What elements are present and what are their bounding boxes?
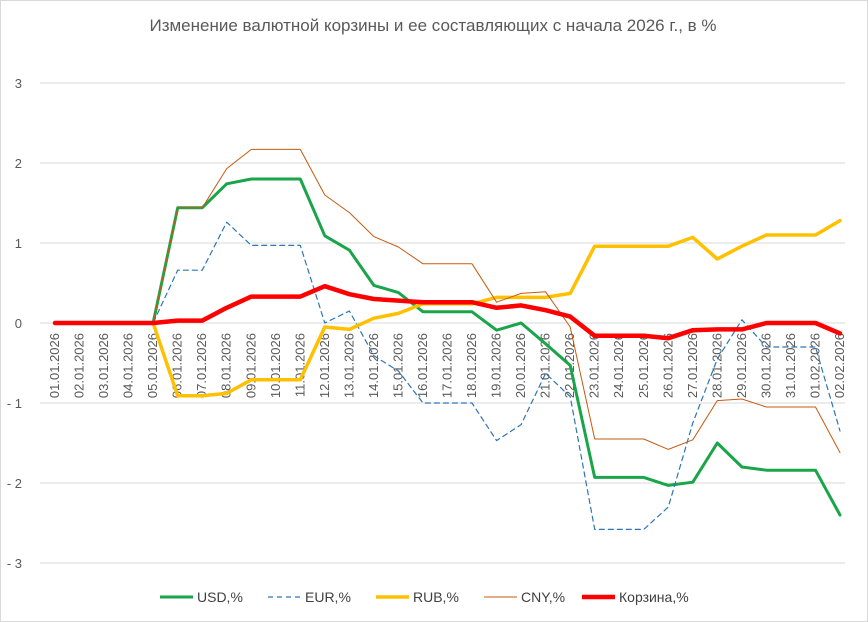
y-tick-label: - 1 xyxy=(7,396,22,411)
x-tick-label: 09.01.2026 xyxy=(243,333,258,398)
x-tick-label: 05.01.2026 xyxy=(145,333,160,398)
series-line xyxy=(54,148,841,454)
x-tick-label: 28.01.2026 xyxy=(709,333,724,398)
x-tick-label: 04.01.2026 xyxy=(121,333,136,398)
x-tick-label: 13.01.2026 xyxy=(341,333,356,398)
y-tick-label: 2 xyxy=(15,156,22,171)
x-tick-label: 11.01.2026 xyxy=(292,333,307,397)
x-tick-label: 06.01.2026 xyxy=(170,333,185,398)
x-tick-label: 21.01.2026 xyxy=(538,333,553,398)
x-tick-label: 30.01.2026 xyxy=(758,333,773,398)
x-tick-label: 03.01.2026 xyxy=(96,333,111,398)
x-tick-label: 15.01.2026 xyxy=(390,333,405,398)
legend-label: CNY,% xyxy=(521,589,565,605)
legend-label: Корзина,% xyxy=(619,589,689,605)
y-tick-label: 3 xyxy=(15,76,22,91)
legend-label: RUB,% xyxy=(413,589,459,605)
y-tick-label: - 2 xyxy=(7,476,22,491)
x-axis-ticks: 01.01.2026 02.01.2026 03.01.2026 04.01.2026… xyxy=(47,333,847,398)
chart-title: Изменение валютной корзины и ее составля… xyxy=(149,16,717,35)
x-tick-label: 01.02.2026 xyxy=(807,333,822,398)
x-tick-label: 02.02.2026 xyxy=(832,333,847,398)
y-axis-ticks: 3 2 1 0 - 1 - 2 - 3 xyxy=(7,76,22,571)
x-tick-label: 19.01.2026 xyxy=(489,333,504,398)
series-line xyxy=(52,283,843,341)
x-tick-label: 16.01.2026 xyxy=(415,333,430,398)
gridlines xyxy=(40,82,845,564)
series-lines xyxy=(52,148,843,531)
legend: USD,% EUR,% RUB,% CNY,% Корзина,% xyxy=(160,589,689,605)
x-tick-label: 27.01.2026 xyxy=(685,333,700,398)
x-tick-label: 14.01.2026 xyxy=(366,333,381,398)
y-tick-label: 0 xyxy=(15,316,22,331)
legend-label: USD,% xyxy=(197,589,243,605)
y-tick-label: 1 xyxy=(15,236,22,251)
x-tick-label: 12.01.2026 xyxy=(317,333,332,398)
x-tick-label: 29.01.2026 xyxy=(734,333,749,398)
y-tick-label: - 3 xyxy=(7,556,22,571)
x-tick-label: 02.01.2026 xyxy=(72,333,87,398)
x-tick-label: 23.01.2026 xyxy=(587,333,602,398)
legend-label: EUR,% xyxy=(305,589,351,605)
x-tick-label: 10.01.2026 xyxy=(268,333,283,398)
x-tick-label: 07.01.2026 xyxy=(194,333,209,398)
x-tick-label: 08.01.2026 xyxy=(219,333,234,398)
series-line xyxy=(54,221,841,531)
x-tick-label: 31.01.2026 xyxy=(783,333,798,398)
x-tick-label: 20.01.2026 xyxy=(513,333,528,398)
x-tick-label: 01.01.2026 xyxy=(47,333,62,398)
x-tick-label: 17.01.2026 xyxy=(440,333,455,398)
x-tick-label: 18.01.2026 xyxy=(464,333,479,398)
x-tick-label: 26.01.2026 xyxy=(660,333,675,398)
x-tick-label: 25.01.2026 xyxy=(636,333,651,398)
x-tick-label: 24.01.2026 xyxy=(611,333,626,398)
